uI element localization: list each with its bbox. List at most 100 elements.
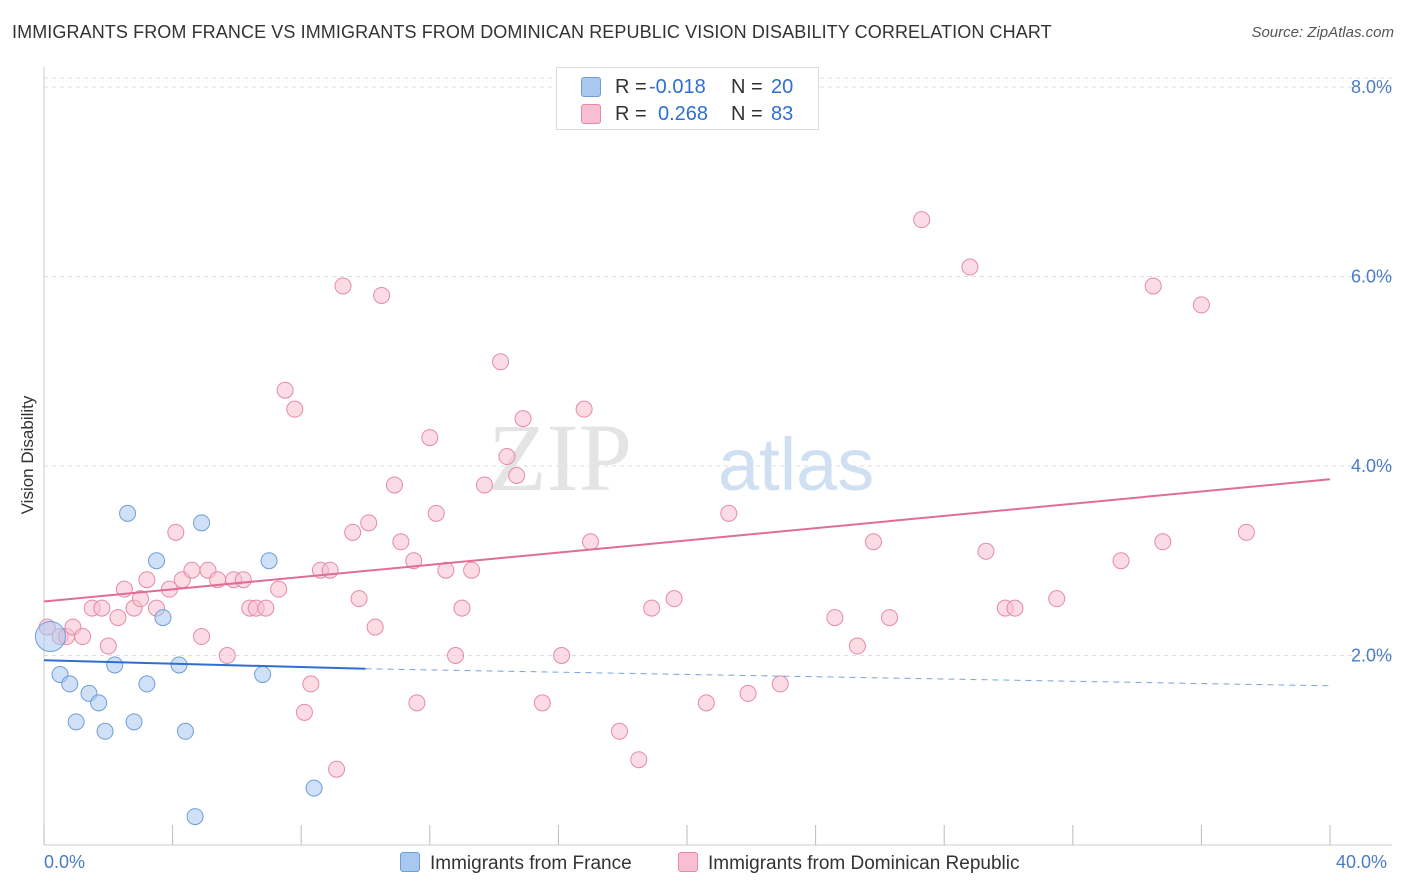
y-axis-label: Vision Disability [18,395,37,515]
watermark-atlas: atlas [718,423,874,506]
dominican-point [392,533,410,551]
dominican-point [360,514,378,532]
dominican-point [498,448,516,466]
dominican-point [427,504,445,522]
source-credit: Source: ZipAtlas.com [1251,24,1394,41]
y-tick-labels: 2.0% 4.0% 6.0% 8.0% [1351,77,1392,666]
dominican-point [408,694,426,712]
legend-r-label: R = [615,76,647,98]
legend-swatch-france [400,852,420,872]
dominican-point [1237,523,1255,541]
series-dominican-points [38,211,1255,778]
dominican-point [913,211,931,229]
dominican-point [131,590,149,608]
dominican-point [514,410,532,428]
dominican-point [826,609,844,627]
dominican-point [167,523,185,541]
dominican-point [286,400,304,418]
france-point [119,504,137,522]
dominican-point [463,561,481,579]
dominican-point [630,751,648,769]
dominican-point [193,628,211,646]
dominican-point [334,277,352,295]
france-point [106,656,124,674]
france-point [305,779,323,797]
legend-r-value: -0.018 [649,76,706,98]
axes [43,67,1392,846]
legend-label-france: Immigrants from France [430,853,632,874]
dominican-point [257,599,275,617]
france-point [125,713,143,731]
dominican-point [218,647,236,664]
dominican-point [643,599,661,617]
dominican-point [405,552,423,570]
dominican-point [582,533,600,551]
france-point [34,621,66,653]
france-point [67,713,85,731]
dominican-point [344,523,362,541]
dominican-point [533,694,551,712]
legend-n-label: N = [731,103,763,125]
france-point [186,808,204,826]
legend-label-dominican: Immigrants from Dominican Republic [708,853,1020,874]
france-point [148,552,166,570]
dominican-point [109,609,127,627]
dominican-point [610,722,628,740]
legend-swatch-dominican [581,104,601,124]
france-point [138,675,156,693]
france-point [170,656,188,674]
trend-lines [43,478,1331,687]
dominican-point [385,476,403,494]
dominican-point [1154,533,1172,551]
dominican-point [553,647,571,664]
watermark: ZIP atlas [488,404,874,511]
dominican-point [697,694,715,712]
legend-swatch-dominican [678,852,698,872]
dominican-point [492,353,510,371]
dominican-point [183,561,201,579]
france-point [176,722,194,740]
dominican-point [848,637,866,655]
dominican-point [720,504,738,522]
legend-n-value: 20 [771,76,794,98]
y-tick-label: 8.0% [1351,77,1392,97]
france-point [61,675,79,693]
legend-n-label: N = [731,76,763,98]
dominican-point [350,590,368,608]
dominican-point [302,675,320,693]
france-point [90,694,108,712]
dominican-point [453,599,471,617]
dominican-point [977,542,995,560]
series-france-points [34,504,323,826]
gridlines [44,77,1392,656]
dominican-point [270,580,288,598]
dominican-point [881,609,899,627]
dominican-point [138,571,156,589]
y-tick-label: 2.0% [1351,646,1392,666]
france-trend-line [43,659,366,670]
france-point [193,514,211,532]
dominican-point [575,400,593,418]
dominican-trend-line [43,478,1331,603]
x-tick-max: 40.0% [1336,852,1388,872]
dominican-point [475,476,493,494]
legend-n-value: 83 [771,103,794,125]
dominican-point [74,628,92,646]
dominican-point [99,637,117,655]
dominican-point [373,286,391,304]
dominican-point [437,561,455,579]
france-point [154,609,172,627]
legend-r-label: R = [615,103,647,125]
dominican-point [961,258,979,276]
france-point [260,552,278,570]
dominican-point [1048,590,1066,608]
dominican-point [771,675,789,693]
dominican-point [665,590,683,608]
dominican-point [421,429,439,447]
dominican-point [1144,277,1162,295]
dominican-point [508,466,526,484]
france-trend-extension [365,668,1331,687]
correlation-legend: R = -0.018 N = 20 R = 0.268 N = 83 [556,67,819,130]
x-tick-min: 0.0% [44,852,86,872]
